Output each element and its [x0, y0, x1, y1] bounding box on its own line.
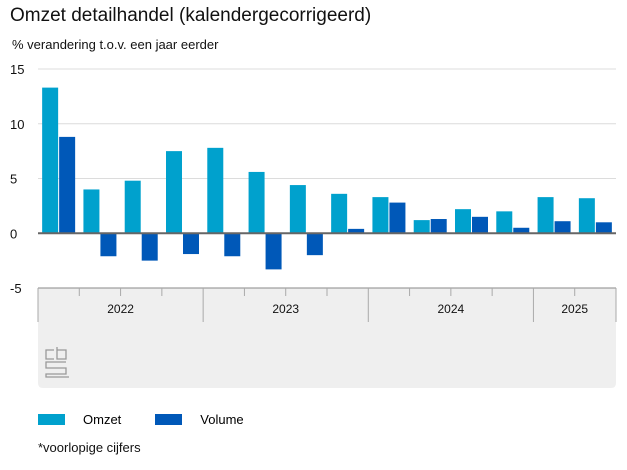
y-tick-label: 15: [10, 62, 24, 77]
x-tick-label: 2024: [438, 302, 465, 316]
x-axis-band: [38, 288, 616, 388]
y-axis-ticks: 15 10 5 0 -5: [10, 62, 24, 296]
bar-omzet: [413, 220, 430, 234]
bar-volume: [430, 219, 447, 234]
y-tick-label: 0: [10, 226, 17, 241]
bar-volume: [348, 228, 365, 234]
bar-volume: [513, 227, 530, 234]
gridlines: [38, 68, 616, 179]
legend-label-volume: Volume: [200, 412, 244, 427]
bar-volume: [100, 233, 117, 257]
chart-subtitle: % verandering t.o.v. een jaar eerder: [12, 37, 219, 52]
legend-swatch-omzet: [38, 414, 65, 425]
bar-volume: [306, 233, 323, 256]
bar-volume: [554, 221, 571, 234]
bar-omzet: [455, 209, 471, 234]
bar-omzet: [248, 171, 265, 234]
bar-omzet: [537, 197, 554, 234]
bar-volume: [389, 202, 406, 234]
footnote: *voorlopige cijfers: [38, 440, 141, 455]
legend: Omzet Volume: [38, 412, 278, 427]
bars: [42, 87, 612, 270]
legend-label-omzet: Omzet: [83, 412, 122, 427]
bar-omzet: [83, 189, 100, 234]
bar-volume: [59, 136, 76, 234]
bar-omzet: [372, 197, 389, 234]
bar-omzet: [331, 193, 348, 234]
bar-omzet: [42, 87, 59, 234]
x-tick-label: 2025: [561, 302, 588, 316]
bar-omzet: [496, 211, 513, 234]
logo-s: [45, 361, 69, 378]
logo-c: [45, 349, 54, 360]
logo-b: [56, 347, 67, 360]
bar-omzet: [578, 198, 595, 234]
bar-chart: 15 10 5 0 -5 2022 2023 2024 2025: [10, 62, 617, 388]
bar-omzet: [207, 147, 224, 234]
x-axis: 2022 2023 2024 2025: [37, 287, 617, 388]
bar-volume: [141, 233, 158, 261]
y-tick-label: 5: [10, 172, 17, 187]
y-tick-label: 10: [10, 117, 24, 132]
bar-volume: [472, 216, 488, 234]
legend-item-volume: Volume: [155, 412, 244, 427]
x-tick-label: 2022: [107, 302, 134, 316]
bar-omzet: [166, 151, 182, 234]
legend-item-omzet: Omzet: [38, 412, 121, 427]
bar-volume: [265, 233, 282, 270]
bar-volume: [224, 233, 241, 257]
cbs-logo-icon: [45, 347, 69, 378]
bar-volume: [595, 222, 612, 234]
chart-title: Omzet detailhandel (kalendergecorrigeerd…: [10, 5, 372, 26]
x-tick-label: 2023: [272, 302, 299, 316]
legend-swatch-volume: [155, 414, 183, 425]
bar-volume: [183, 233, 199, 255]
bar-omzet: [124, 180, 141, 234]
y-tick-label: -5: [10, 281, 22, 296]
bar-omzet: [289, 185, 306, 234]
